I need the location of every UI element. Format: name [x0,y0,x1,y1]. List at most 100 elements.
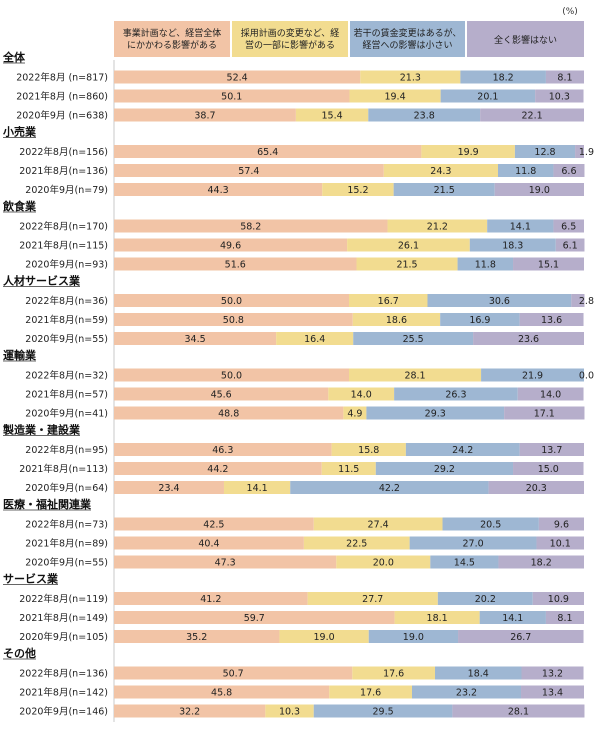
bar-segment [479,611,546,624]
bar-segment [352,313,441,326]
bar-segment [114,332,277,345]
bar-segment [513,257,584,271]
bar-value-label: 41.2 [200,594,221,605]
bar-segment [265,704,314,718]
bar-segment [336,555,431,569]
bar-segment [504,406,585,420]
bar-segment [393,183,495,196]
bar-segment [553,219,584,233]
legend-label: 経営への影響は小さい [362,39,452,51]
bar-value-label: 18.2 [493,73,514,84]
bar-segment [114,294,349,307]
bar-value-label: 59.7 [244,613,265,624]
bar-segment [517,387,584,401]
bar-segment [114,368,349,382]
bar-value-label: 6.1 [563,241,578,252]
bar-value-label: 24.2 [452,445,473,456]
bar-value-label: 34.5 [184,334,205,345]
bar-segment [353,332,474,345]
bar-segment [427,294,572,307]
bar-value-label: 15.0 [538,464,559,475]
row-label: 2020年9月(n=93) [25,259,108,271]
bar-segment [356,257,458,271]
bar-value-label: 50.7 [223,669,244,680]
legend-label: 採用計画の変更など、経 [241,27,340,39]
legend-swatch [467,21,584,57]
bar-segment [366,406,505,420]
bar-value-label: 13.7 [541,445,562,456]
bar-value-label: 16.9 [469,315,490,326]
bar-value-label: 29.5 [372,707,393,718]
bar-segment [328,387,395,401]
bar-value-label: 16.7 [378,296,399,307]
bar-value-label: 49.6 [220,241,241,252]
bar-value-label: 10.1 [550,539,571,550]
bar-value-label: 21.3 [400,73,421,84]
bar-value-label: 21.5 [396,260,417,271]
bar-value-label: 18.6 [386,315,407,326]
bar-value-label: 10.3 [549,92,570,103]
bar-segment [114,481,224,494]
bar-segment [276,332,354,345]
row-label: 2022年8月(n=73) [25,519,108,531]
bar-segment [457,257,514,271]
bar-segment [114,462,322,475]
row-label: 2020年9月(n=79) [25,184,108,196]
bar-segment [114,219,388,233]
bar-value-label: 23.8 [414,111,435,122]
bar-segment [331,443,406,456]
bar-segment [538,517,584,531]
bar-segment [114,704,266,718]
bar-value-label: 47.3 [215,558,236,569]
bar-segment [114,238,348,252]
bar-segment [114,313,353,326]
row-label: 2021年8月(n=136) [19,165,108,177]
bar-segment [498,555,584,569]
bar-segment [575,145,584,158]
bar-value-label: 8.1 [557,613,572,624]
bar-segment [114,89,350,103]
bar-value-label: 14.1 [510,222,531,233]
bar-segment [343,406,367,420]
bar-value-label: 19.0 [403,632,424,643]
bar-value-label: 2.8 [579,296,594,307]
bar-value-label: 18.3 [502,241,523,252]
bar-value-label: 20.1 [477,92,498,103]
bar-segment [114,592,308,605]
legend-label: 事業計画など、経営全体 [123,27,222,39]
bar-value-label: 19.0 [314,632,335,643]
group-label: 製造業・建設業 [2,423,81,437]
bar-value-label: 17.6 [360,688,381,699]
row-label: 2021年8月 (n=860) [16,91,108,103]
bar-value-label: 13.4 [542,688,563,699]
bar-segment [494,183,584,196]
group-label: 飲食業 [2,199,37,213]
bar-value-label: 35.2 [186,632,207,643]
bar-value-label: 15.2 [347,185,368,196]
bar-value-label: 9.6 [554,520,569,531]
row-label: 2022年8月(n=95) [25,444,108,456]
bar-value-label: 29.2 [434,464,455,475]
group-label: 人材サービス業 [3,274,81,288]
bar-segment [442,517,539,531]
bar-value-label: 18.4 [468,669,489,680]
bar-value-label: 22.1 [521,111,542,122]
row-label: 2022年8月(n=32) [25,370,108,382]
bar-segment [519,443,584,456]
bar-segment [394,611,480,624]
bar-segment [114,555,337,569]
bar-segment [368,108,481,122]
bar-value-label: 11.8 [515,166,536,177]
bar-value-label: 51.6 [225,260,246,271]
bar-segment [411,685,522,699]
bar-value-label: 42.2 [379,483,400,494]
bar-segment [322,183,394,196]
bar-segment [114,145,422,158]
legend-label: 若干の賃金変更はあるが、 [354,27,462,39]
bar-segment [497,164,554,177]
bar-value-label: 50.1 [221,92,242,103]
bar-segment [555,238,585,252]
bar-value-label: 58.2 [240,222,261,233]
